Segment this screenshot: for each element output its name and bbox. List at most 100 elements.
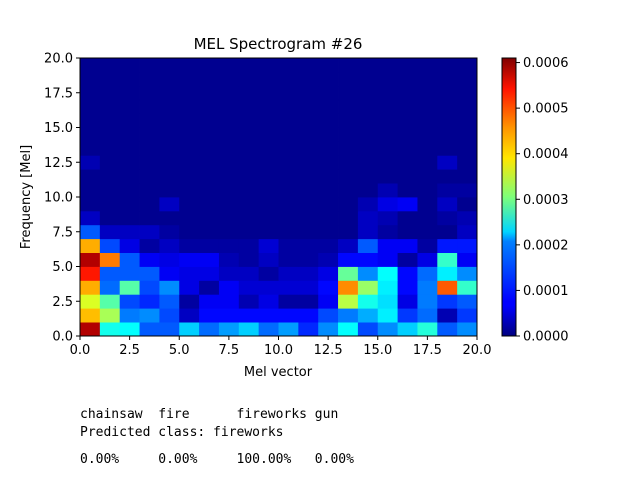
heatmap-cell — [179, 280, 200, 295]
heatmap-cell — [159, 197, 180, 212]
heatmap-cell — [199, 127, 220, 142]
heatmap-cell — [377, 183, 398, 198]
heatmap-cell — [258, 308, 279, 323]
heatmap-cell — [80, 183, 101, 198]
heatmap-cell — [417, 308, 438, 323]
heatmap-cell — [139, 183, 160, 198]
heatmap-cell — [119, 127, 140, 142]
heatmap-cell — [80, 155, 101, 170]
heatmap-cell — [258, 197, 279, 212]
heatmap-cell — [80, 127, 101, 142]
heatmap-cell — [417, 224, 438, 240]
heatmap-cell — [377, 71, 398, 87]
heatmap-cell — [199, 322, 220, 337]
heatmap-cell — [199, 266, 220, 281]
heatmap-cell — [457, 238, 478, 253]
heatmap-cell — [397, 99, 418, 114]
heatmap-cell — [278, 280, 299, 295]
heatmap-cell — [278, 197, 299, 212]
heatmap-cell — [338, 210, 359, 226]
heatmap-cell — [457, 308, 478, 323]
heatmap-cell — [238, 85, 260, 101]
heatmap-cell — [437, 238, 458, 253]
heatmap-cell — [417, 71, 438, 87]
heatmap-cell — [338, 141, 359, 156]
heatmap-cell — [179, 113, 200, 128]
heatmap-cell — [159, 224, 180, 240]
heatmap-cell — [397, 280, 418, 295]
heatmap-cell — [119, 141, 140, 156]
heatmap-cell — [377, 224, 398, 240]
heatmap-cell — [218, 322, 240, 337]
heatmap-cell — [338, 99, 359, 114]
heatmap-cell — [357, 99, 379, 114]
heatmap-cell — [318, 113, 339, 128]
heatmap-cell — [457, 280, 478, 295]
heatmap-cell — [437, 197, 458, 212]
heatmap-cell — [119, 252, 140, 267]
heatmap-cell — [199, 183, 220, 198]
heatmap-cell — [318, 71, 339, 87]
heatmap-cell — [119, 71, 140, 87]
heatmap-cell — [238, 71, 260, 87]
heatmap-cell — [139, 210, 160, 226]
heatmap-cell — [298, 141, 319, 156]
heatmap-cell — [298, 155, 319, 170]
heatmap-cell — [298, 210, 319, 226]
heatmap-cell — [199, 113, 220, 128]
heatmap-cell — [139, 197, 160, 212]
heatmap-cell — [278, 71, 299, 87]
heatmap-cell — [80, 294, 101, 309]
heatmap-cell — [80, 238, 101, 253]
colorbar-tick-label: 0.0003 — [523, 193, 569, 208]
x-tick-label: 0.0 — [70, 343, 91, 358]
y-tick-label: 12.5 — [44, 156, 73, 171]
heatmap-cell — [199, 155, 220, 170]
heatmap-cell — [258, 183, 279, 198]
heatmap-cell — [258, 141, 279, 156]
heatmap-cell — [417, 85, 438, 101]
heatmap-cell — [377, 238, 398, 253]
heatmap-cell — [199, 141, 220, 156]
heatmap-cell — [397, 197, 418, 212]
colorbar-ticks: 0.0000 0.0001 0.0002 0.0003 0.0004 0.0005 0.00… — [516, 56, 569, 345]
heatmap-cell — [457, 224, 478, 240]
heatmap-cell — [298, 99, 319, 114]
heatmap-cell — [199, 99, 220, 114]
colorbar-tick-label: 0.0005 — [523, 102, 569, 117]
heatmap-cell — [298, 308, 319, 323]
heatmap-cell — [377, 280, 398, 295]
heatmap-cell — [278, 127, 299, 142]
heatmap-cell — [278, 294, 299, 309]
heatmap-cell — [99, 141, 121, 156]
heatmap-cell — [338, 155, 359, 170]
heatmap-cell — [179, 183, 200, 198]
heatmap-cell — [377, 322, 398, 337]
heatmap-cell — [218, 294, 240, 309]
heatmap-cell — [258, 266, 279, 281]
heatmap-cell — [417, 238, 438, 253]
heatmap-cell — [238, 294, 260, 309]
x-tick-label: 15.0 — [363, 343, 392, 358]
heatmap-cell — [397, 294, 418, 309]
heatmap-cell — [99, 169, 121, 184]
heatmap-cell — [417, 280, 438, 295]
y-tick-label: 17.5 — [44, 86, 73, 101]
heatmap-cell — [338, 280, 359, 295]
heatmap-cell — [218, 308, 240, 323]
heatmap-cell — [258, 280, 279, 295]
heatmap-cell — [179, 252, 200, 267]
heatmap-cell — [338, 252, 359, 267]
heatmap-cell — [80, 308, 101, 323]
heatmap-cell — [159, 280, 180, 295]
heatmap-cell — [99, 183, 121, 198]
heatmap-cell — [218, 197, 240, 212]
heatmap-cell — [437, 99, 458, 114]
heatmap-cell — [218, 224, 240, 240]
heatmap-cell — [377, 210, 398, 226]
heatmap-cell — [457, 210, 478, 226]
heatmap-cell — [278, 252, 299, 267]
x-tick-label: 7.5 — [219, 343, 240, 358]
heatmap-cell — [397, 169, 418, 184]
